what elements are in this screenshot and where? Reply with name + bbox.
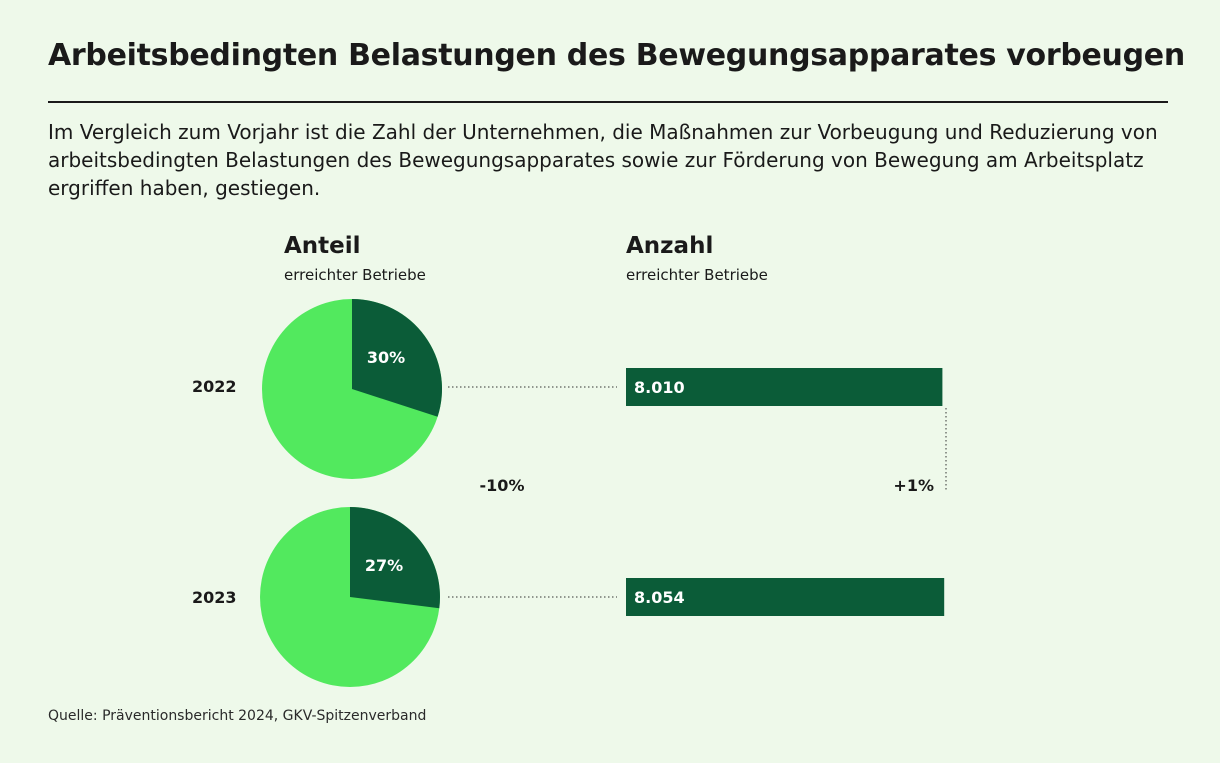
- title-divider: [48, 101, 1168, 103]
- pie-change-label: -10%: [480, 476, 525, 495]
- chart-subtitle: Im Vergleich zum Vorjahr ist die Zahl de…: [48, 120, 1158, 200]
- anteil-header: Anteil erreichter Betriebe: [284, 232, 426, 286]
- source-note: Quelle: Präventionsbericht 2024, GKV-Spi…: [48, 708, 427, 724]
- bar-value-label-2022: 8.010: [634, 378, 685, 397]
- anzahl-header: Anzahl erreichter Betriebe: [626, 232, 768, 286]
- anteil-heading: Anteil: [284, 233, 361, 259]
- year-label-2022: 2022: [192, 377, 237, 396]
- anzahl-heading: Anzahl: [626, 233, 714, 259]
- chart-title: Arbeitsbedingten Belastungen des Bewegun…: [48, 38, 1185, 73]
- anzahl-subheading: erreichter Betriebe: [626, 266, 768, 284]
- bar-2022: [626, 368, 943, 406]
- anteil-subheading: erreichter Betriebe: [284, 266, 426, 284]
- pie-value-label-2022: 30%: [367, 348, 405, 367]
- bar-2023: [626, 578, 945, 616]
- pie-value-label-2023: 27%: [365, 556, 403, 575]
- year-label-2023: 2023: [192, 588, 237, 607]
- pie-slice-share-2023: [350, 507, 440, 609]
- bar-change-label: +1%: [893, 476, 934, 495]
- bar-value-label-2023: 8.054: [634, 588, 685, 607]
- pie-slice-share-2022: [352, 299, 443, 417]
